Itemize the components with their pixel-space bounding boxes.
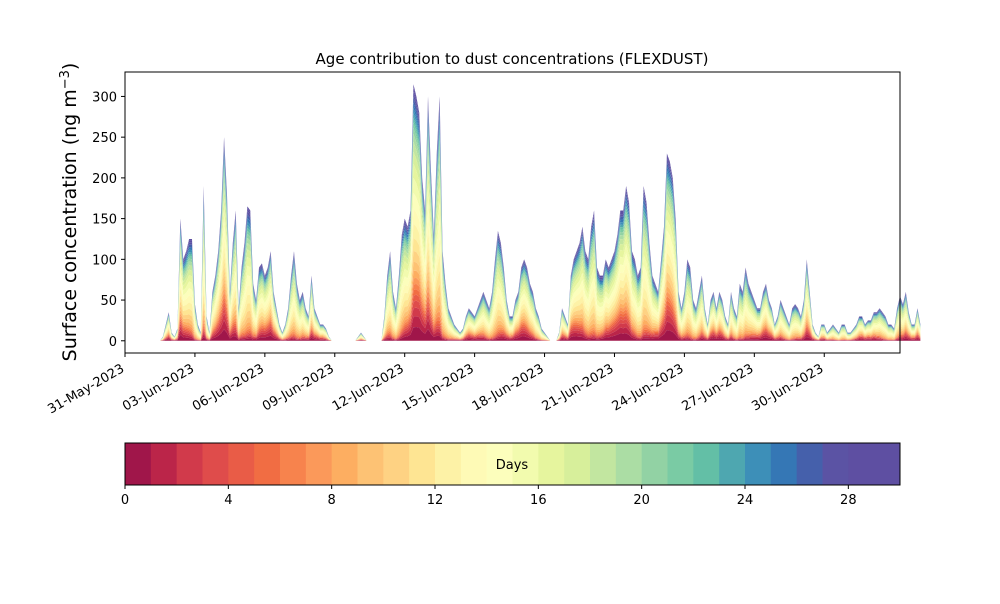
colorbar-cell (202, 443, 229, 485)
colorbar-cell (848, 443, 875, 485)
colorbar-cell (254, 443, 281, 485)
colorbar-cell (874, 443, 901, 485)
colorbar-cell (512, 443, 539, 485)
colorbar-cell (486, 443, 513, 485)
y-tick-label: 200 (92, 172, 117, 187)
plot-frame (124, 71, 901, 354)
colorbar-cell (305, 443, 333, 485)
colorbar-tick-label: 24 (737, 493, 754, 508)
colorbar-cell (176, 443, 203, 485)
colorbar-tick-label: 16 (530, 493, 547, 508)
x-tick-label: 06-Jun-2023 (190, 361, 267, 414)
colorbar-frame (124, 442, 901, 486)
y-tick-label: 300 (92, 90, 117, 105)
colorbar-cell (641, 443, 668, 485)
colorbar-label: Days (496, 458, 529, 473)
colorbar-cell (460, 443, 488, 485)
colorbar-cell (770, 443, 798, 485)
x-axis: 31-May-202303-Jun-202306-Jun-202309-Jun-… (45, 353, 826, 417)
stacked-area-series (159, 84, 921, 341)
area-series-age-0 (159, 327, 921, 341)
colorbar-cell (383, 443, 410, 485)
colorbar-cell (693, 443, 720, 485)
x-tick-label: 27-Jun-2023 (680, 361, 757, 414)
chart-title: Age contribution to dust concentrations … (316, 50, 709, 68)
y-tick-label: 100 (92, 253, 117, 268)
x-tick-label: 09-Jun-2023 (260, 361, 337, 414)
colorbar-cell (822, 443, 849, 485)
colorbar-cell (125, 443, 152, 485)
colorbar-cell (615, 443, 643, 485)
plot-area: 0 50 100 150 200 250 300 31-May-202303-Jun-202… (45, 71, 921, 417)
colorbar-ticks: 0 4 8 12 16 20 24 28 (121, 485, 857, 508)
colorbar-cell (150, 443, 178, 485)
colorbar-tick-label: 12 (427, 493, 444, 508)
colorbar-cell (667, 443, 694, 485)
x-tick-label: 31-May-2023 (45, 361, 127, 417)
x-tick-label: 03-Jun-2023 (120, 361, 197, 414)
colorbar-tick-label: 4 (224, 493, 232, 508)
colorbar-tick-label: 20 (633, 493, 650, 508)
y-axis: 0 50 100 150 200 250 300 (92, 90, 125, 350)
x-tick-label: 24-Jun-2023 (610, 361, 687, 414)
colorbar-cell (435, 443, 462, 485)
y-tick-label: 250 (92, 131, 117, 146)
colorbar-cell (228, 443, 255, 485)
y-tick-label: 50 (100, 294, 117, 309)
colorbar-cell (357, 443, 384, 485)
x-tick-label: 30-Jun-2023 (749, 361, 826, 414)
x-tick-label: 15-Jun-2023 (400, 361, 477, 414)
x-tick-label: 21-Jun-2023 (540, 361, 617, 414)
colorbar-cell (719, 443, 746, 485)
colorbar-cell (745, 443, 772, 485)
colorbar-cell (564, 443, 591, 485)
x-tick-label: 18-Jun-2023 (470, 361, 547, 414)
colorbar-cell (538, 443, 565, 485)
colorbar-tick-label: 0 (121, 493, 129, 508)
colorbar-cell (590, 443, 617, 485)
y-axis-label: Surface concentration (ng m−3) (58, 63, 82, 362)
y-axis-label-superscript: −3 (58, 70, 73, 89)
colorbar-cell (409, 443, 436, 485)
colorbar-cell (331, 443, 358, 485)
y-tick-label: 150 (92, 213, 117, 228)
colorbar: Days 0 4 8 12 16 20 24 28 (121, 442, 901, 508)
x-tick-label: 12-Jun-2023 (330, 361, 407, 414)
colorbar-tick-label: 8 (328, 493, 336, 508)
colorbar-cell (280, 443, 307, 485)
colorbar-cell (796, 443, 823, 485)
colorbar-color-cells (125, 443, 901, 485)
y-tick-label: 0 (109, 335, 117, 350)
colorbar-tick-label: 28 (840, 493, 857, 508)
